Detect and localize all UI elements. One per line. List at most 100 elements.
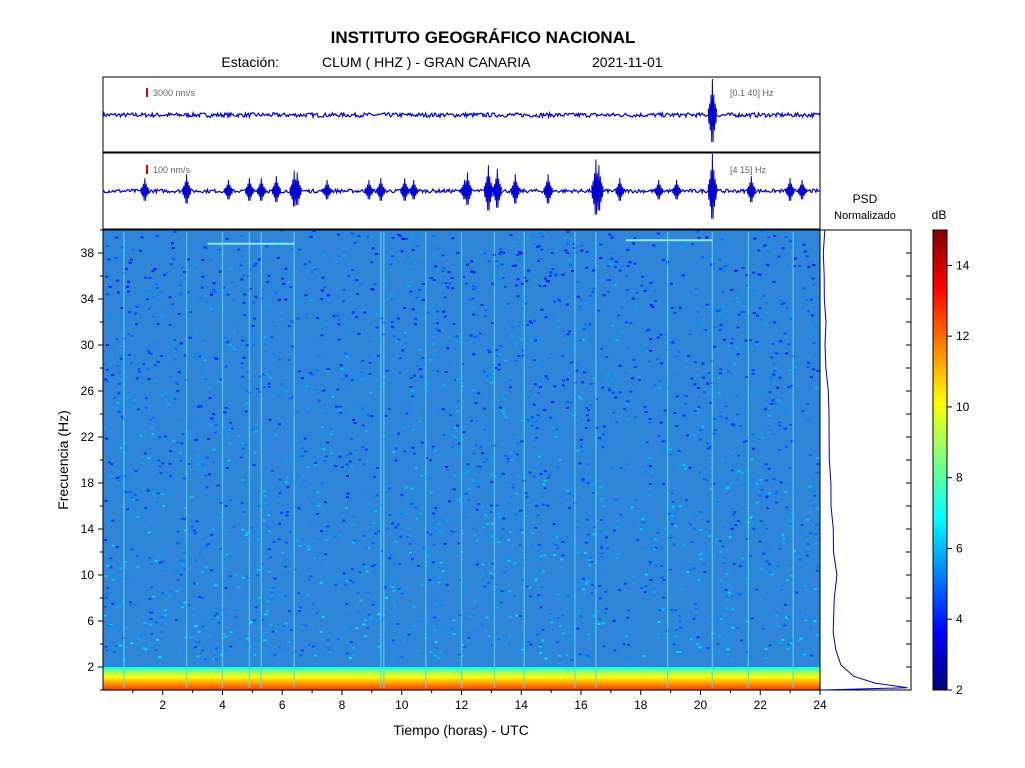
spectrogram-cell (715, 310, 719, 313)
spectrogram-cell (600, 347, 604, 350)
spectrogram-cell (419, 512, 423, 515)
spectrogram-cell (351, 269, 355, 271)
spectrogram-cell (702, 376, 706, 379)
spectrogram-cell (437, 581, 441, 584)
spectrogram-cell (196, 436, 200, 439)
spectrogram-cell (581, 345, 585, 348)
spectrogram-cell (337, 323, 341, 326)
spectrogram-cell (154, 649, 158, 652)
spectrogram-cell (504, 359, 508, 362)
spectrogram-cell (228, 291, 232, 294)
spectrogram-cell (451, 287, 454, 290)
spectrogram-cell (612, 529, 616, 532)
spectrogram-cell (576, 449, 580, 452)
spectrogram-cell (284, 267, 288, 270)
spectrogram-cell (480, 304, 484, 306)
spectrogram-cell (482, 526, 486, 528)
spectrogram-cell (773, 234, 777, 237)
spectrogram-cell (770, 356, 774, 359)
spectrogram-cell (109, 622, 113, 625)
spectrogram-cell (400, 513, 404, 516)
spectrogram-cell (646, 350, 650, 353)
spectrogram-cell (690, 523, 694, 526)
spectrogram-cell (224, 406, 228, 409)
spectrogram-cell (160, 394, 164, 397)
spectrogram-cell (159, 354, 163, 357)
spectrogram-cell (706, 647, 710, 650)
spectrogram-cell (134, 470, 138, 472)
spectrogram-cell (155, 638, 159, 641)
spectrogram-cell (500, 590, 504, 593)
spectrogram-cell (614, 260, 618, 263)
spectrogram-cell (194, 263, 197, 266)
spectrogram-cell (224, 528, 228, 531)
spectrogram-cell (184, 277, 187, 280)
spectrogram-cell (660, 586, 664, 589)
spectrogram-cell (400, 589, 404, 592)
spectrogram-cell (540, 365, 544, 368)
spectrogram-cell (641, 441, 645, 443)
spectrogram-cell (152, 342, 156, 345)
spectrogram-cell (168, 450, 172, 453)
spectrogram-cell (776, 386, 780, 389)
spectrogram-cell (530, 544, 534, 547)
spectrogram-cell (431, 371, 435, 374)
spectrogram-cell (585, 582, 588, 585)
spectrogram-cell (112, 579, 115, 582)
spectrogram-cell (786, 616, 790, 619)
spectrogram-cell (744, 339, 748, 342)
spectrogram-cell (415, 296, 419, 299)
trace-event (292, 172, 302, 205)
spectrogram-cell (520, 282, 524, 285)
spectrogram-cell (700, 237, 704, 240)
spectrogram-cell (373, 475, 377, 478)
spectrogram-cell (733, 362, 737, 365)
spectrogram-cell (474, 286, 478, 289)
spectrogram-cell (219, 378, 223, 381)
spectrogram-cell (277, 240, 281, 243)
spectrogram-cell (413, 317, 417, 320)
spectrogram-cell (772, 477, 776, 480)
spectrogram-cell (610, 375, 614, 378)
spectrogram-cell (374, 656, 378, 659)
spectrogram-cell (180, 442, 184, 445)
spectrogram-cell (718, 540, 722, 543)
spectrogram-cell (721, 545, 725, 548)
spectrogram-cell (406, 256, 410, 259)
spectrogram-cell (509, 496, 512, 499)
spectrogram-cell (585, 326, 589, 328)
colorbar-tick-label: 4 (956, 612, 963, 626)
spectrogram-cell (472, 527, 476, 530)
spectrogram-cell (207, 437, 211, 440)
spectrogram-cell (768, 414, 771, 417)
spectrogram-cell (556, 423, 560, 426)
spectrogram-cell (272, 281, 276, 284)
spectrogram-cell (270, 476, 274, 479)
spectrogram-cell (252, 463, 256, 466)
spectrogram-cell (267, 504, 271, 506)
spectrogram-cell (736, 353, 740, 356)
spectrogram-cell (297, 507, 301, 510)
spectrogram-cell (630, 506, 634, 509)
spectrogram-cell (327, 602, 331, 605)
spectrogram-cell (304, 624, 308, 627)
spectrogram-cell (205, 486, 209, 489)
spectrogram-cell (323, 286, 327, 289)
spectrogram-cell (276, 256, 280, 259)
spectrogram-cell (543, 479, 547, 482)
spectrogram-cell (664, 528, 668, 531)
spectrogram-cell (371, 565, 375, 568)
spectrogram-cell (778, 424, 781, 427)
spectrogram-cell (521, 350, 525, 353)
spectrogram-cell (383, 366, 387, 369)
spectrogram-cell (270, 469, 274, 472)
spectrogram-cell (484, 309, 488, 312)
spectrogram-cell (499, 248, 503, 251)
spectrogram-cell (214, 424, 218, 427)
spectrogram-cell (506, 457, 510, 460)
spectrogram-cell (338, 318, 342, 321)
spectrogram-cell (274, 285, 278, 288)
spectrogram-cell (719, 323, 723, 326)
spectrogram-cell (803, 653, 806, 656)
spectrogram-cell (508, 378, 512, 381)
